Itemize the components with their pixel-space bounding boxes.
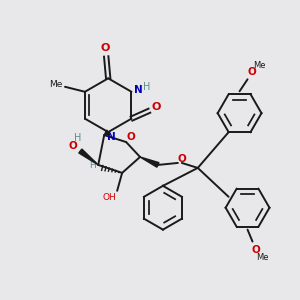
Text: Me: Me [256, 253, 269, 262]
Text: O: O [152, 102, 161, 112]
Text: H: H [74, 133, 81, 143]
Text: O: O [247, 68, 256, 77]
Text: N: N [107, 132, 116, 142]
Text: O: O [69, 141, 78, 151]
Text: N: N [134, 85, 143, 95]
Text: OH: OH [102, 193, 116, 202]
Polygon shape [104, 130, 110, 135]
Polygon shape [79, 149, 98, 165]
Text: H: H [143, 82, 150, 92]
Polygon shape [140, 157, 159, 167]
Text: O: O [100, 44, 110, 53]
Text: O: O [178, 154, 186, 164]
Text: O: O [251, 244, 260, 254]
Text: H: H [89, 161, 96, 170]
Text: Me: Me [50, 80, 63, 89]
Text: O: O [127, 132, 136, 142]
Text: Me: Me [253, 61, 266, 70]
